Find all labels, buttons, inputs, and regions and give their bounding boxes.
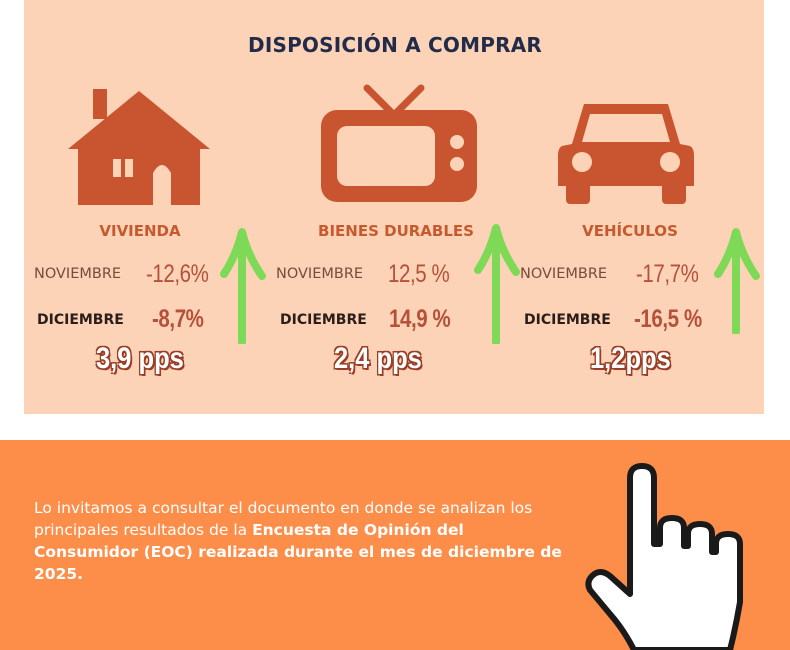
tv-icon <box>321 84 477 202</box>
dic-value-bienes-durables: 14,9 % <box>389 305 451 333</box>
category-label-vivienda: VIVIENDA <box>99 222 181 240</box>
up-arrow-icon <box>714 228 760 334</box>
category-label-vehiculos: VEHÍCULOS <box>582 222 678 240</box>
cta-text-plain: Lo invitamos a consultar el documento en… <box>34 499 533 539</box>
dic-label-vehiculos: DICIEMBRE <box>524 312 611 328</box>
dic-label-bienes-durables: DICIEMBRE <box>280 312 367 328</box>
house-icon <box>68 89 210 205</box>
cta-text-bold: Encuesta de Opinión del Consumidor (EOC)… <box>34 521 562 583</box>
nov-label-vivienda: NOVIEMBRE <box>34 266 122 282</box>
nov-value-vivienda: -12,6% <box>146 260 209 288</box>
change-vehiculos: 1,2pps <box>590 342 671 375</box>
nov-value-bienes-durables: 12,5 % <box>388 260 450 288</box>
nov-label-bienes-durables: NOVIEMBRE <box>276 266 364 282</box>
cta-text: Lo invitamos a consultar el documento en… <box>34 497 564 585</box>
nov-label-vehiculos: NOVIEMBRE <box>520 266 608 282</box>
pointing-hand-icon[interactable] <box>584 462 764 650</box>
car-icon <box>558 104 694 204</box>
dic-label-vivienda: DICIEMBRE <box>37 312 124 328</box>
page-title: DISPOSICIÓN A COMPRAR <box>248 33 542 57</box>
up-arrow-icon <box>220 228 266 344</box>
up-arrow-icon <box>474 224 520 344</box>
change-vivienda: 3,9 pps <box>96 342 184 375</box>
nov-value-vehiculos: -17,7% <box>636 260 699 288</box>
dic-value-vivienda: -8,7% <box>152 305 204 333</box>
dic-value-vehiculos: -16,5 % <box>634 305 702 333</box>
purchase-disposition-panel <box>24 0 764 414</box>
change-bienes-durables: 2,4 pps <box>334 342 422 375</box>
category-label-bienes-durables: BIENES DURABLES <box>318 222 474 240</box>
